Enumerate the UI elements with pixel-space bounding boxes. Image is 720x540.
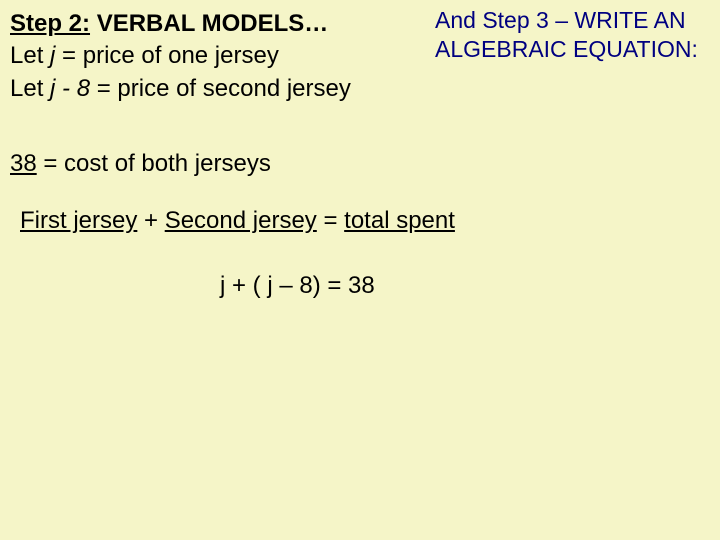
- final-equation: j + ( j – 8) = 38: [220, 272, 375, 300]
- step3-text: And Step 3 – WRITE AN ALGEBRAIC EQUATION…: [435, 7, 698, 62]
- cost-line: 38 = cost of both jerseys: [10, 150, 271, 178]
- step2-subtitle: VERBAL MODELS…: [97, 10, 329, 37]
- let2-prefix: Let: [10, 75, 50, 102]
- let-line-1: Let j = price of one jersey: [10, 40, 430, 72]
- eq-equals: =: [317, 207, 344, 234]
- let2-suffix: = price of second jersey: [90, 75, 351, 102]
- let1-suffix: = price of one jersey: [55, 42, 278, 69]
- step3-block: And Step 3 – WRITE AN ALGEBRAIC EQUATION…: [435, 6, 715, 64]
- eq-plus: +: [137, 207, 164, 234]
- let2-var: j - 8: [50, 75, 90, 102]
- left-column: Step 2: VERBAL MODELS… Let j = price of …: [10, 8, 430, 105]
- eq-first: First jersey: [20, 207, 137, 234]
- eq-total: total spent: [344, 207, 455, 234]
- let-line-2: Let j - 8 = price of second jersey: [10, 73, 430, 105]
- eq-second: Second jersey: [165, 207, 317, 234]
- let1-prefix: Let: [10, 42, 50, 69]
- cost-value: 38: [10, 150, 37, 177]
- cost-label: = cost of both jerseys: [37, 150, 271, 177]
- equation-words: First jersey + Second jersey = total spe…: [20, 207, 455, 235]
- step2-label: Step 2:: [10, 10, 90, 37]
- step2-title: Step 2: VERBAL MODELS…: [10, 8, 430, 40]
